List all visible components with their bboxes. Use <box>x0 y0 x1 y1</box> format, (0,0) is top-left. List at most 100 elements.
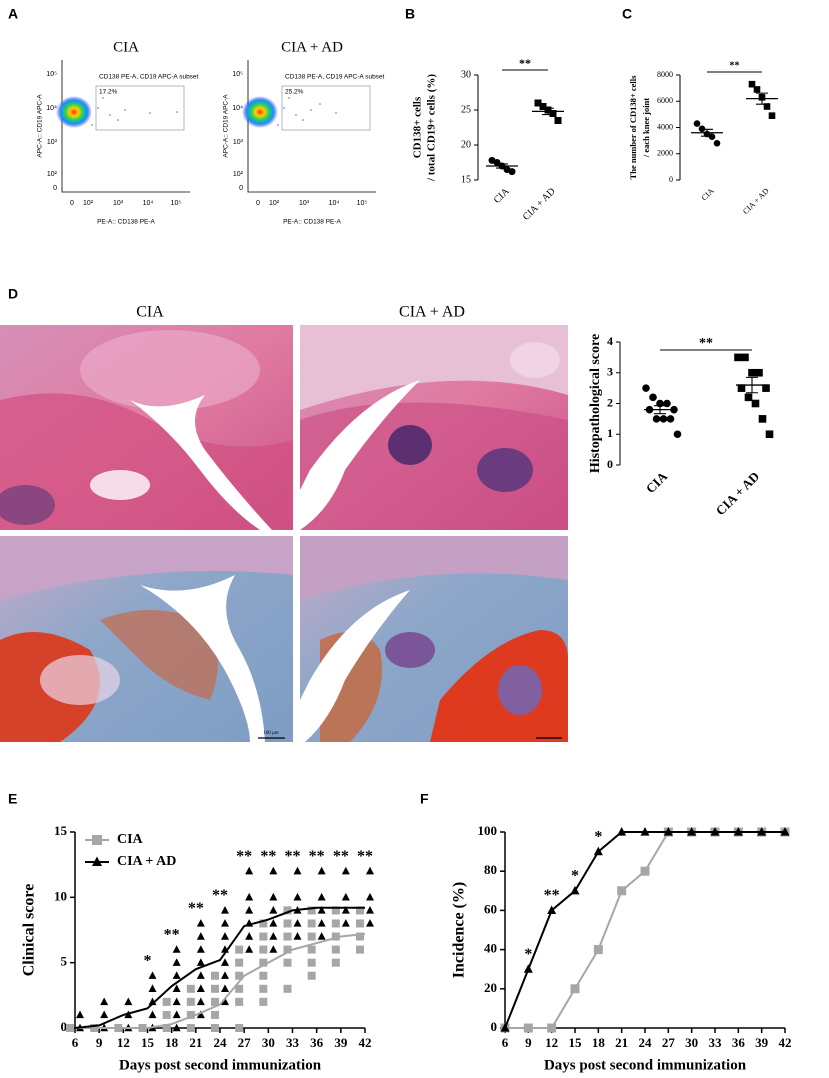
x-axis-label: Days post second immunization <box>119 1057 322 1073</box>
data-point <box>539 103 547 110</box>
individual-point <box>259 945 268 954</box>
data-point <box>744 393 753 402</box>
individual-point <box>259 932 268 941</box>
significance-label: ** <box>544 887 560 904</box>
data-point <box>652 415 661 423</box>
data-point <box>549 110 557 117</box>
individual-point <box>317 906 326 914</box>
flow-y-tick-label: 0 <box>53 185 57 192</box>
individual-point <box>196 984 205 992</box>
error-bar <box>701 128 713 137</box>
y-tick-label: 40 <box>484 941 497 956</box>
individual-point <box>172 1010 181 1019</box>
y-tick-label: 2000 <box>657 149 673 158</box>
individual-point <box>331 932 340 941</box>
y-axis-label: Incidence (%) <box>451 882 468 978</box>
data-point <box>534 99 542 107</box>
x-tick-label: 36 <box>732 1035 746 1050</box>
series-marker <box>733 827 743 836</box>
y-axis-label: / total CD19+ cells (%) <box>426 74 438 182</box>
individual-point <box>245 892 254 901</box>
data-point <box>755 368 763 377</box>
individual-point <box>269 866 278 875</box>
legend-marker <box>92 835 102 845</box>
data-point <box>765 430 774 439</box>
panel-label: B <box>405 6 415 22</box>
flow-xlabel: PE-A:: CD138 PE-A <box>97 219 155 226</box>
individual-point <box>196 919 205 927</box>
x-tick-label: 27 <box>662 1035 676 1050</box>
y-tick-label: 20 <box>461 139 471 150</box>
flow-x-tick-label: 0 <box>256 200 260 207</box>
x-tick-label: 24 <box>639 1035 653 1050</box>
individual-point <box>221 932 229 940</box>
data-point <box>693 120 701 127</box>
series-marker <box>617 827 627 836</box>
data-point <box>758 415 767 423</box>
y-tick-label: 30 <box>461 69 471 80</box>
individual-point <box>172 945 181 953</box>
histology-title: CIA + AD <box>399 304 465 321</box>
individual-point <box>269 906 278 914</box>
individual-point <box>293 932 302 940</box>
flow-y-tick-label: 10³ <box>47 139 58 146</box>
series-marker <box>523 964 533 973</box>
data-point <box>753 86 761 93</box>
individual-point <box>245 866 254 875</box>
individual-point <box>186 984 195 993</box>
y-tick-label: 100 <box>478 823 498 838</box>
individual-point <box>317 866 326 875</box>
x-tick-label: CIA <box>643 468 671 496</box>
x-tick-label: 39 <box>755 1035 769 1050</box>
data-point <box>748 80 756 88</box>
x-tick-label: 27 <box>238 1035 252 1050</box>
x-tick-label: 15 <box>141 1035 155 1050</box>
x-tick-label: 12 <box>545 1035 558 1050</box>
x-tick-label: 15 <box>569 1035 583 1050</box>
significance-label: * <box>594 828 602 845</box>
individual-point <box>356 906 364 915</box>
individual-point <box>148 1010 157 1019</box>
y-tick-label: 5 <box>61 954 68 969</box>
data-point <box>748 368 756 377</box>
individual-point <box>293 919 302 927</box>
legend-label: CIA <box>117 832 144 847</box>
flow-title: CIA + AD <box>281 39 343 55</box>
significance-label: * <box>524 946 532 963</box>
series-marker <box>593 846 603 856</box>
significance-label: ** <box>236 848 252 865</box>
data-point <box>649 393 657 402</box>
individual-point <box>162 1024 171 1032</box>
x-tick-label: 6 <box>72 1035 79 1050</box>
individual-point <box>196 958 205 966</box>
individual-point <box>366 866 374 875</box>
y-tick-label: 2 <box>607 395 613 409</box>
significance-label: ** <box>164 926 180 943</box>
y-tick-label: 8000 <box>657 70 673 79</box>
flow-y-tick-label: 0 <box>239 185 243 192</box>
x-tick-label: 33 <box>286 1035 300 1050</box>
individual-point <box>235 1024 244 1032</box>
legend-label: CIA + AD <box>117 854 176 869</box>
series-marker <box>570 885 580 895</box>
gate-percent: 17.2% <box>99 89 118 96</box>
individual-point <box>172 997 181 1006</box>
error-bar <box>496 163 508 169</box>
individual-point <box>366 892 374 901</box>
series-marker <box>523 1023 533 1033</box>
error-bar <box>542 107 554 116</box>
individual-point <box>196 945 205 953</box>
y-axis-label: / each knee joint <box>641 98 651 158</box>
individual-point <box>76 1010 84 1019</box>
series-marker <box>780 827 790 836</box>
y-tick-label: 4000 <box>657 122 673 131</box>
x-tick-label: 18 <box>165 1035 179 1050</box>
individual-point <box>283 919 292 928</box>
individual-point <box>259 984 268 993</box>
individual-point <box>293 866 302 875</box>
individual-point <box>221 997 229 1006</box>
series-line <box>504 831 785 1029</box>
flow-xlabel: PE-A:: CD138 PE-A <box>283 219 341 226</box>
significance-label: ** <box>699 336 713 351</box>
